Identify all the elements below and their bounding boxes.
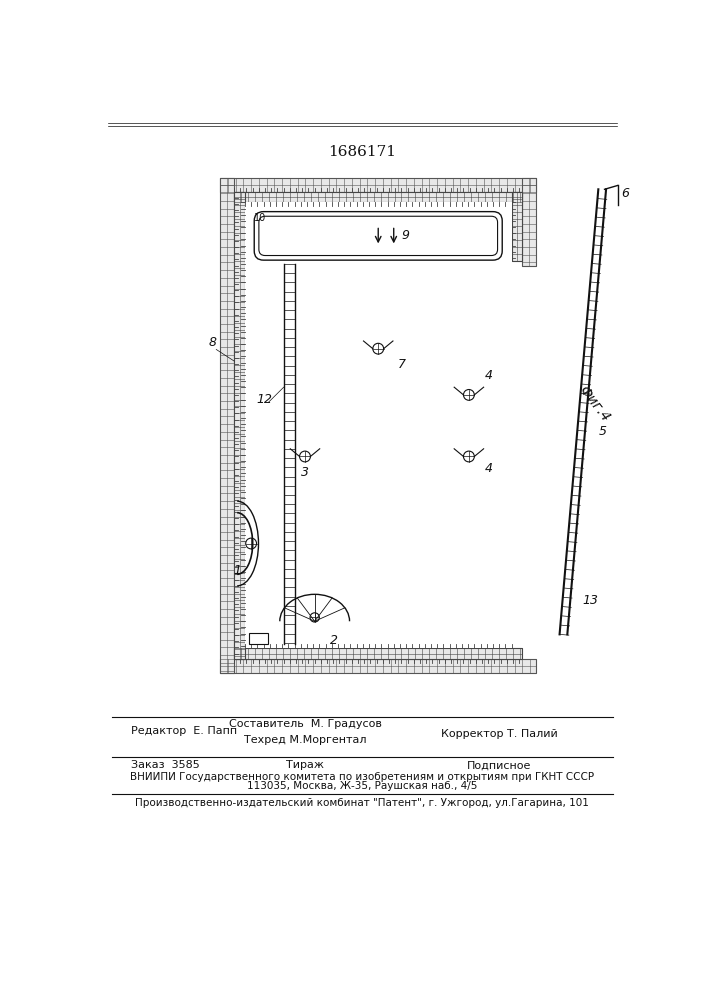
Text: 8: 8 xyxy=(209,336,216,349)
Text: 12: 12 xyxy=(257,393,273,406)
Bar xyxy=(234,192,522,202)
Text: 9: 9 xyxy=(402,229,409,242)
Bar xyxy=(234,192,245,659)
Text: 5: 5 xyxy=(598,425,607,438)
Text: 13: 13 xyxy=(583,594,599,607)
Text: Редактор  Е. Папп: Редактор Е. Папп xyxy=(131,726,237,736)
Bar xyxy=(220,178,537,192)
Text: Корректор Т. Палий: Корректор Т. Палий xyxy=(440,729,558,739)
Text: 7: 7 xyxy=(397,358,406,371)
Bar xyxy=(245,202,512,648)
FancyBboxPatch shape xyxy=(255,212,502,260)
Text: 113035, Москва, Ж-35, Раушская наб., 4/5: 113035, Москва, Ж-35, Раушская наб., 4/5 xyxy=(247,781,477,791)
Text: 4: 4 xyxy=(484,462,492,475)
Text: 3: 3 xyxy=(301,466,309,479)
Bar xyxy=(220,659,537,673)
Text: Техред М.Моргентал: Техред М.Моргентал xyxy=(244,735,367,745)
Bar xyxy=(220,178,234,673)
Text: Составитель  М. Градусов: Составитель М. Градусов xyxy=(229,719,382,729)
Text: 10: 10 xyxy=(255,213,267,223)
Bar xyxy=(512,192,522,261)
Bar xyxy=(522,178,537,266)
Bar xyxy=(234,648,522,659)
Bar xyxy=(249,633,268,644)
Text: 1686171: 1686171 xyxy=(328,145,396,159)
FancyBboxPatch shape xyxy=(259,216,498,256)
Text: 6: 6 xyxy=(621,187,629,200)
Text: Тираж: Тираж xyxy=(286,760,325,770)
Text: 2: 2 xyxy=(330,634,338,647)
Text: Подписное: Подписное xyxy=(467,760,532,770)
Text: 1: 1 xyxy=(233,564,241,577)
Text: Фиг.4: Фиг.4 xyxy=(576,383,613,425)
Text: ВНИИПИ Государственного комитета по изобретениям и открытиям при ГКНТ СССР: ВНИИПИ Государственного комитета по изоб… xyxy=(130,772,594,782)
Text: 4: 4 xyxy=(484,369,492,382)
Text: Производственно-издательский комбинат "Патент", г. Ужгород, ул.Гагарина, 101: Производственно-издательский комбинат "П… xyxy=(135,798,589,808)
Text: Заказ  3585: Заказ 3585 xyxy=(131,760,200,770)
